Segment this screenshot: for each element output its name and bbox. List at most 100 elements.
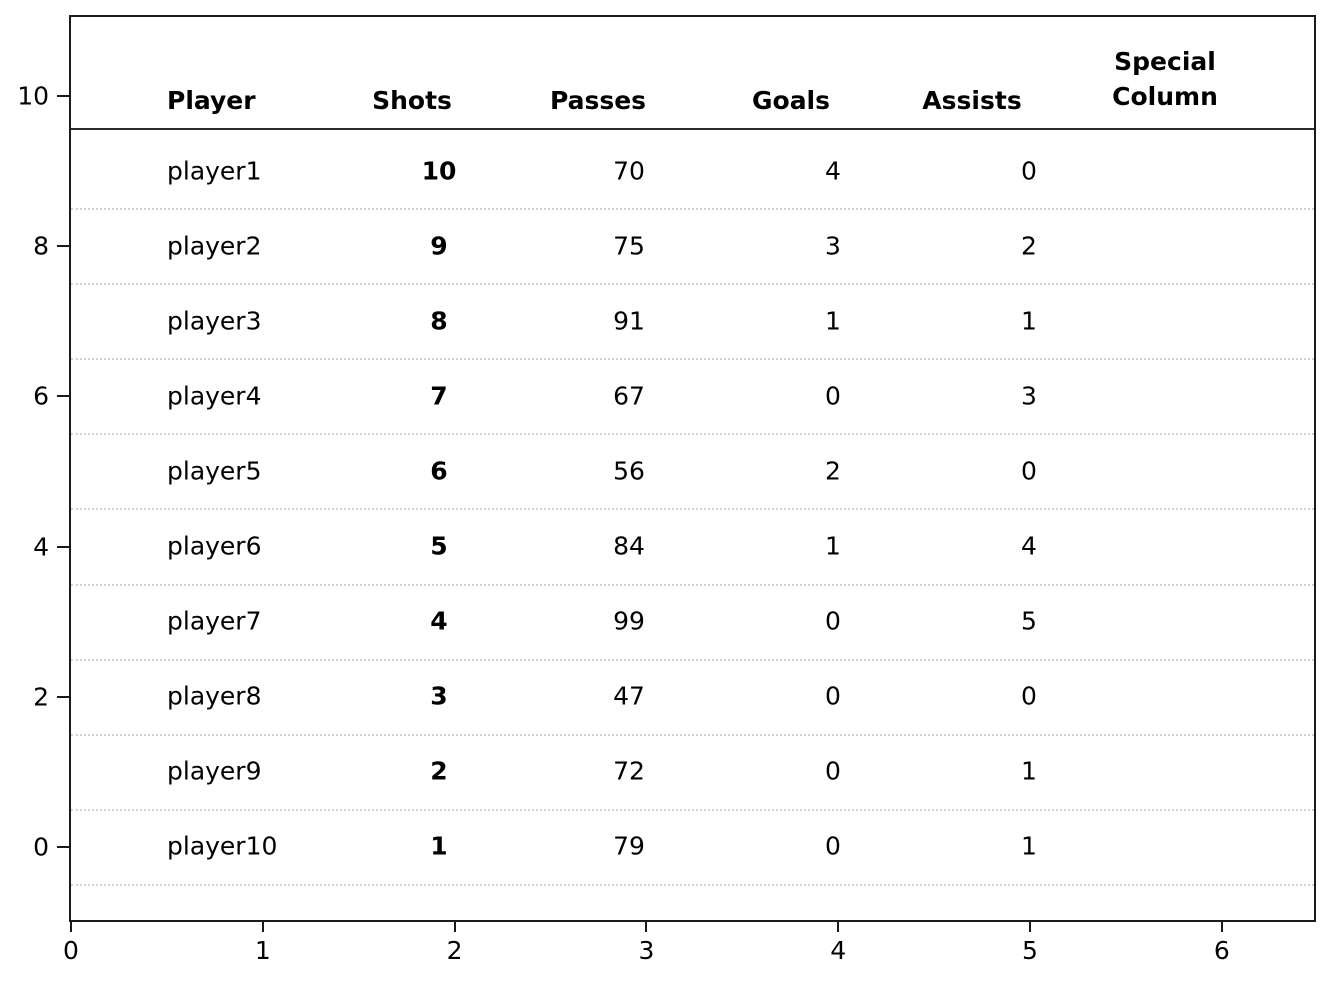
cell-goals: 0	[825, 381, 841, 411]
row-separator	[71, 508, 1314, 511]
cell-shots: 2	[430, 756, 448, 786]
cell-player: player9	[167, 756, 262, 786]
table-row: player8 3 47 0 0	[71, 659, 1314, 734]
column-header-assists: Assists	[922, 86, 1022, 115]
x-tick-label: 3	[638, 936, 655, 965]
cell-assists: 0	[1021, 156, 1037, 185]
cell-shots: 5	[430, 531, 448, 561]
cell-shots: 8	[430, 306, 448, 336]
cell-passes: 79	[613, 831, 645, 861]
row-separator	[71, 358, 1314, 361]
cell-player: player6	[167, 531, 262, 561]
cell-assists: 2	[1021, 231, 1037, 261]
y-tick-label: 4	[33, 532, 49, 562]
cell-shots: 6	[430, 456, 448, 486]
cell-goals: 0	[825, 681, 841, 711]
row-separator	[71, 658, 1314, 661]
table-row: player5 6 56 2 0	[71, 433, 1314, 508]
cell-shots: 7	[430, 381, 448, 411]
special-header-line2: Column	[1112, 82, 1218, 111]
y-tick-mark	[57, 695, 69, 698]
x-tick-label: 5	[1022, 936, 1038, 965]
y-tick-mark	[57, 846, 69, 848]
y-tick-label: 10	[17, 81, 49, 111]
x-tick-mark	[1220, 920, 1223, 932]
cell-player: player8	[167, 681, 262, 711]
row-separator	[71, 808, 1314, 811]
cell-passes: 72	[613, 756, 645, 786]
table-row: player10 1 79 0 1	[71, 809, 1314, 884]
x-tick-mark	[70, 920, 72, 932]
cell-player: player3	[167, 306, 262, 336]
column-header-player: Player	[167, 86, 256, 115]
cell-assists: 5	[1021, 606, 1037, 636]
table-row: player2 9 75 3 2	[71, 208, 1314, 283]
cell-passes: 99	[613, 606, 645, 636]
table-row: player1 10 70 4 0	[71, 133, 1314, 208]
cell-goals: 0	[825, 756, 841, 786]
cell-goals: 3	[825, 231, 841, 261]
cell-passes: 91	[613, 306, 645, 336]
cell-passes: 75	[613, 231, 645, 261]
y-tick-mark	[57, 95, 69, 97]
cell-player: player5	[167, 456, 262, 486]
row-separator	[71, 433, 1314, 436]
cell-passes: 56	[613, 456, 645, 486]
cell-player: player2	[167, 231, 262, 261]
cell-shots: 4	[430, 606, 448, 636]
y-tick-mark	[57, 545, 69, 548]
cell-shots: 10	[421, 156, 457, 185]
header-underline	[71, 128, 1314, 130]
y-tick-mark	[57, 245, 69, 248]
cell-player: player1	[167, 156, 262, 185]
cell-assists: 1	[1021, 756, 1037, 786]
column-header-goals: Goals	[751, 86, 831, 115]
cell-assists: 1	[1021, 831, 1037, 861]
y-tick-label: 6	[33, 381, 49, 411]
table-row: player4 7 67 0 3	[71, 358, 1314, 433]
column-header-passes: Passes	[549, 86, 647, 115]
special-header-line1: Special	[1114, 47, 1216, 76]
row-separator	[71, 208, 1314, 210]
cell-assists: 4	[1021, 531, 1037, 561]
y-tick-mark	[57, 395, 69, 398]
x-tick-mark	[645, 920, 648, 932]
column-header-shots: Shots	[372, 86, 452, 115]
column-header-special-column: Special Column	[1112, 44, 1218, 114]
x-tick-mark	[261, 920, 264, 932]
x-tick-label: 6	[1213, 936, 1230, 965]
cell-assists: 0	[1021, 681, 1037, 711]
y-tick-label: 8	[33, 231, 49, 261]
cell-goals: 1	[825, 531, 841, 561]
table-row: player6 5 84 1 4	[71, 509, 1314, 584]
x-tick-label: 0	[63, 936, 79, 965]
x-tick-label: 1	[254, 936, 271, 965]
cell-goals: 0	[825, 831, 841, 861]
cell-assists: 1	[1021, 306, 1037, 336]
row-separator	[71, 883, 1314, 886]
cell-passes: 47	[613, 681, 645, 711]
cell-player: player10	[167, 831, 278, 861]
cell-shots: 1	[430, 831, 448, 861]
cell-passes: 84	[613, 531, 645, 561]
cell-passes: 67	[613, 381, 645, 411]
cell-shots: 3	[430, 681, 448, 711]
row-separator	[71, 583, 1314, 586]
x-tick-label: 4	[830, 936, 847, 965]
cell-player: player7	[167, 606, 262, 636]
x-tick-mark	[1029, 920, 1031, 932]
cell-goals: 4	[825, 156, 841, 185]
cell-goals: 0	[825, 606, 841, 636]
cell-goals: 2	[825, 456, 841, 486]
cell-assists: 0	[1021, 456, 1037, 486]
row-separator	[71, 733, 1314, 736]
table-row: player7 4 99 0 5	[71, 584, 1314, 659]
cell-passes: 70	[613, 156, 645, 185]
table-row: player3 8 91 1 1	[71, 283, 1314, 358]
x-tick-mark	[837, 920, 840, 932]
y-tick-label: 0	[33, 832, 49, 862]
x-tick-label: 2	[446, 936, 463, 965]
plot-area: Player Shots Passes Goals Assists Specia…	[17, 15, 1316, 965]
cell-player: player4	[167, 381, 262, 411]
